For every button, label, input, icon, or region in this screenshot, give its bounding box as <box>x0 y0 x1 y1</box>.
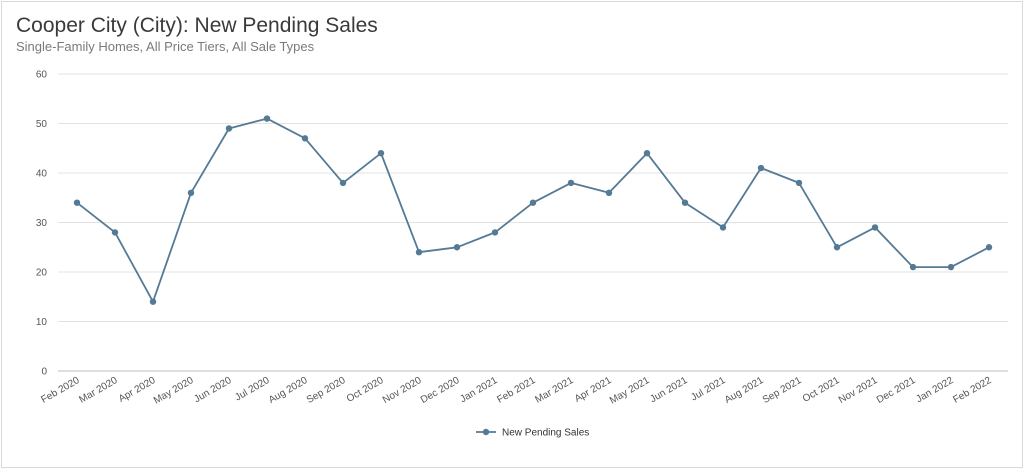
series-layer <box>73 115 993 305</box>
y-tick-label: 10 <box>36 317 48 328</box>
y-tick-label: 50 <box>36 119 48 130</box>
legend-label[interactable]: New Pending Sales <box>502 428 589 439</box>
data-point[interactable] <box>871 224 879 231</box>
x-tick-label: Oct 2020 <box>345 375 386 405</box>
y-axis-ticks: 0 10 20 30 40 50 60 <box>36 70 48 378</box>
data-point[interactable] <box>225 125 233 132</box>
x-tick-label: Feb 2022 <box>951 375 993 406</box>
data-point[interactable] <box>377 150 385 157</box>
grid-lines <box>58 73 1008 372</box>
data-point[interactable] <box>149 298 157 305</box>
x-tick-label: Feb 2020 <box>39 375 81 406</box>
x-tick-label: May 2020 <box>152 375 196 407</box>
chart-subtitle: Single-Family Homes, All Price Tiers, Al… <box>16 39 315 54</box>
x-tick-label: Jun 2021 <box>648 375 690 405</box>
chart-title: Cooper City (City): New Pending Sales <box>16 14 378 37</box>
x-tick-label: Nov 2020 <box>381 375 424 406</box>
x-tick-label: Mar 2021 <box>533 375 575 406</box>
data-point[interactable] <box>415 249 423 256</box>
y-tick-label: 60 <box>36 70 48 81</box>
x-tick-label: Feb 2021 <box>495 375 537 406</box>
data-point[interactable] <box>719 224 727 231</box>
x-tick-label: Jun 2020 <box>192 375 234 405</box>
x-tick-label: Sep 2020 <box>305 375 348 406</box>
x-tick-label: Apr 2020 <box>117 375 158 405</box>
data-point[interactable] <box>757 164 765 172</box>
data-point[interactable] <box>491 229 499 236</box>
data-point[interactable] <box>187 189 195 196</box>
data-point[interactable] <box>605 189 613 196</box>
y-tick-label: 40 <box>36 169 48 180</box>
x-tick-label: Oct 2021 <box>801 375 842 405</box>
data-point[interactable] <box>301 135 309 142</box>
series-line-0 <box>76 117 990 303</box>
x-tick-label: Dec 2021 <box>875 375 918 406</box>
data-point[interactable] <box>909 263 917 271</box>
data-point[interactable] <box>339 179 347 187</box>
x-tick-label: Aug 2020 <box>267 375 310 406</box>
x-tick-label: Sep 2021 <box>761 375 804 406</box>
data-point[interactable] <box>529 199 537 206</box>
data-point[interactable] <box>833 244 841 251</box>
data-point[interactable] <box>453 244 461 251</box>
y-tick-label: 20 <box>36 268 48 279</box>
x-tick-label: Jan 2022 <box>914 375 956 405</box>
data-point[interactable] <box>567 179 575 187</box>
x-tick-label: May 2021 <box>608 375 652 407</box>
data-point[interactable] <box>681 199 689 206</box>
x-tick-label: Nov 2021 <box>837 375 880 406</box>
y-tick-label: 0 <box>41 367 47 378</box>
y-tick-label: 30 <box>36 218 48 229</box>
data-point[interactable] <box>263 115 271 122</box>
data-point[interactable] <box>795 179 803 187</box>
x-tick-label: Apr 2021 <box>573 375 614 405</box>
data-point[interactable] <box>73 199 81 206</box>
legend[interactable]: New Pending Sales <box>476 428 589 439</box>
data-point[interactable] <box>643 150 651 157</box>
x-tick-label: Jul 2021 <box>689 375 728 404</box>
legend-marker <box>482 428 490 436</box>
x-tick-label: Aug 2021 <box>723 375 766 406</box>
data-point[interactable] <box>111 229 119 236</box>
data-point[interactable] <box>985 244 993 251</box>
x-tick-label: Jan 2021 <box>458 375 500 405</box>
data-point[interactable] <box>947 263 955 271</box>
x-tick-label: Mar 2020 <box>77 375 119 406</box>
x-tick-label: Dec 2020 <box>419 375 462 406</box>
x-tick-label: Jul 2020 <box>233 375 272 404</box>
